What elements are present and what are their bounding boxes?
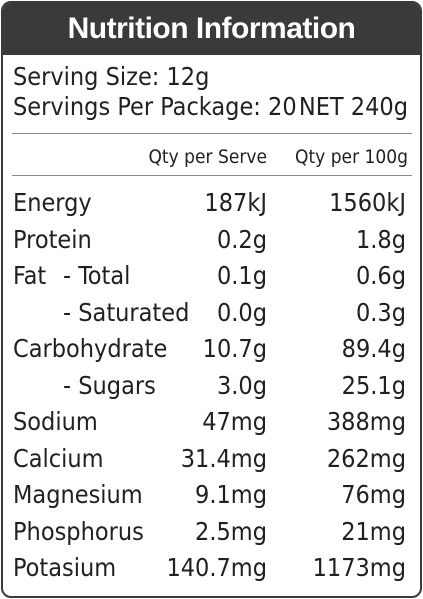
nutrient-label: Phosphorus [13, 516, 144, 546]
nutrient-label: Calcium [13, 443, 104, 473]
nutrient-sublabel: - Sugars [63, 370, 156, 400]
qty-per-serve-value: 140.7mg [166, 553, 267, 582]
nutrient-row: Energy 187kJ 1560kJ [3, 185, 420, 221]
qty-per-serve-value: 187kJ [204, 188, 267, 217]
panel-title: Nutrition Information [3, 3, 420, 55]
qty-per-100g-value: 0.6g [355, 261, 406, 290]
qty-per-serve-value: 0.0g [216, 297, 267, 327]
qty-per-100g-value: 262mg [326, 443, 406, 473]
servings-per-package: Servings Per Package: 20 [13, 92, 297, 121]
nutrient-row: - Sugars 3.0g 25.1g [3, 368, 420, 404]
qty-per-100g-value: 21mg [341, 516, 406, 546]
serving-size: Serving Size: 12g [13, 62, 210, 91]
header-qty-per-100g: Qty per 100g [295, 146, 408, 168]
nutrient-sublabel: - Total [63, 261, 131, 290]
nutrient-row: Calcium 31.4mg 262mg [3, 441, 420, 477]
qty-per-100g-value: 388mg [326, 407, 406, 436]
nutrient-label: Potasium [13, 553, 117, 582]
qty-per-100g-value: 1560kJ [329, 188, 406, 217]
qty-per-100g-value: 1173mg [312, 553, 406, 582]
nutrient-row: - Saturated 0.0g 0.3g [3, 295, 420, 331]
qty-per-100g-value: 76mg [341, 480, 406, 509]
qty-per-serve-value: 31.4mg [180, 443, 267, 473]
nutrient-row: Sodium 47mg 388mg [3, 404, 420, 440]
nutrient-label: Protein [13, 224, 92, 254]
nutrient-label: Fat [13, 261, 47, 290]
nutrient-row: Carbohydrate 10.7g 89.4g [3, 331, 420, 367]
qty-per-100g-value: 0.3g [355, 297, 406, 327]
qty-per-100g-value: 25.1g [341, 370, 406, 400]
divider-header [12, 175, 412, 176]
nutrient-row: Fat - Total 0.1g 0.6g [3, 258, 420, 294]
qty-per-serve-value: 0.2g [216, 224, 267, 254]
nutrient-row: Magnesium 9.1mg 76mg [3, 477, 420, 513]
qty-per-serve-value: 9.1mg [195, 480, 267, 509]
nutrient-row: Protein 0.2g 1.8g [3, 222, 420, 258]
nutrient-label: Sodium [13, 407, 98, 436]
nutrient-label: Carbohydrate [13, 334, 168, 363]
nutrient-label: Energy [13, 188, 92, 217]
qty-per-serve-value: 10.7g [202, 334, 267, 363]
header-qty-per-serve: Qty per Serve [148, 146, 267, 168]
qty-per-serve-value: 3.0g [216, 370, 267, 400]
qty-per-100g-value: 1.8g [355, 224, 406, 254]
nutrient-sublabel: - Saturated [63, 297, 190, 327]
nutrient-row: Potasium 140.7mg 1173mg [3, 550, 420, 586]
qty-per-serve-value: 2.5mg [195, 516, 267, 546]
qty-per-serve-value: 0.1g [216, 261, 267, 290]
qty-per-serve-value: 47mg [202, 407, 267, 436]
qty-per-100g-value: 89.4g [341, 334, 406, 363]
nutrient-label: Magnesium [13, 480, 143, 509]
net-weight: NET 240g [298, 92, 408, 121]
divider-top [12, 133, 412, 134]
nutrient-row: Phosphorus 2.5mg 21mg [3, 514, 420, 550]
